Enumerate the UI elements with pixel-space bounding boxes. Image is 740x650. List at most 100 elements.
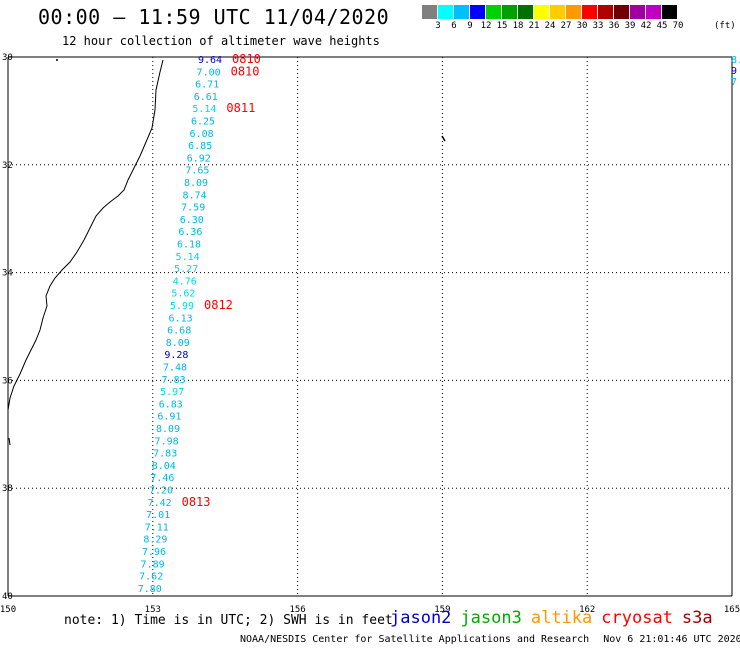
scale-swatch: [598, 5, 614, 19]
credit-line: NOAA/NESDIS Center for Satellite Applica…: [240, 634, 740, 645]
scale-swatch: [646, 5, 662, 19]
scale-tick-label: 21: [528, 21, 540, 31]
scale-swatch: [454, 5, 470, 19]
longitude-label: 165: [724, 605, 740, 615]
wave-height-value: 7.98: [155, 436, 179, 447]
credit-org: NOAA/NESDIS Center for Satellite Applica…: [240, 634, 590, 645]
wave-height-value: 7.83: [153, 449, 177, 460]
scale-tick-label: 18: [512, 21, 524, 31]
wave-height-value: 7.11: [145, 522, 169, 533]
scale-tick-label: 9: [467, 21, 473, 31]
lord-howe-island: [441, 135, 446, 142]
latitude-label: 34: [2, 269, 13, 279]
wave-height-value: 6.61: [194, 92, 218, 103]
note-text: note: 1) Time is in UTC; 2) SWH is in fe…: [64, 613, 393, 628]
wave-height-value: 6.85: [188, 141, 212, 152]
satellite-legend: jason2 jason3 altika cryosat s3a: [390, 608, 722, 628]
scale-tick-label: 15: [496, 21, 508, 31]
wave-height-value: 8.09: [184, 178, 208, 189]
track-time-label: 0813: [182, 495, 211, 509]
edge-wave-height-value: 8.: [731, 55, 740, 66]
wave-height-value: 7.83: [162, 375, 186, 386]
track-time-label: 0811: [226, 101, 255, 115]
wave-height-value: 4.76: [173, 276, 197, 287]
wave-height-value: 7.89: [141, 559, 165, 570]
wave-height-value: 6.36: [178, 227, 202, 238]
legend-s3a: s3a: [681, 608, 713, 628]
scale-swatch: [502, 5, 518, 19]
wave-height-value: 6.13: [169, 313, 193, 324]
longitude-label: 156: [289, 605, 305, 615]
wave-height-value: 6.71: [195, 80, 219, 91]
track-time-label: 0812: [204, 298, 233, 312]
scale-tick-label: 27: [560, 21, 572, 31]
scale-swatch: [518, 5, 534, 19]
wave-height-value: 8.74: [183, 190, 207, 201]
scale-tick-label: 42: [640, 21, 652, 31]
wave-height-value: 8.09: [156, 424, 180, 435]
latitude-label: 38: [2, 484, 13, 494]
track-time-label: 0810: [232, 52, 261, 66]
wave-height-value: 5.97: [160, 387, 184, 398]
wave-height-value: 6.92: [187, 153, 211, 164]
map-subtitle: 12 hour collection of altimeter wave hei…: [62, 34, 380, 48]
scale-tick-label: 6: [451, 21, 457, 31]
wave-height-value: 7.59: [181, 203, 205, 214]
longitude-label: 162: [579, 605, 595, 615]
latitude-label: 30: [2, 53, 13, 63]
wave-height-value: 6.83: [159, 399, 183, 410]
legend-altika: altika: [530, 608, 593, 628]
scale-tick-label: 36: [608, 21, 620, 31]
coast-island: [56, 59, 58, 61]
legend-jason3: jason3: [460, 608, 522, 628]
wave-height-value: 7.01: [146, 510, 170, 521]
wave-height-value: 9.28: [164, 350, 188, 361]
wave-height-value: 8.09: [166, 338, 190, 349]
scale-tick-label: 45: [656, 21, 668, 31]
wave-height-value: 7.80: [138, 584, 162, 595]
wave-height-value: 5.27: [174, 264, 198, 275]
wave-height-value: 7.00: [197, 67, 221, 78]
scale-swatch: [550, 5, 566, 19]
legend-cryosat: cryosat: [601, 608, 673, 628]
wave-height-value: 7.48: [163, 363, 187, 374]
scale-swatch: [614, 5, 630, 19]
scale-swatch: [422, 5, 438, 19]
scale-tick-label: 33: [592, 21, 604, 31]
wave-height-value: 7.42: [148, 498, 172, 509]
wave-height-value: 6.30: [180, 215, 204, 226]
scale-swatch: [438, 5, 454, 19]
latitude-label: 32: [2, 161, 13, 171]
wave-height-value: 7.46: [150, 473, 174, 484]
wave-height-value: 6.91: [157, 412, 181, 423]
legend-jason2: jason2: [390, 608, 452, 628]
wave-height-value: 5.14: [176, 252, 200, 263]
wave-height-value: 5.14: [192, 104, 216, 115]
scale-swatch: [566, 5, 582, 19]
wave-height-color-scale: [422, 5, 678, 19]
wave-height-value: 7.62: [139, 572, 163, 583]
coastline: [7, 59, 164, 411]
scale-swatch: [486, 5, 502, 19]
scale-tick-label: 39: [624, 21, 636, 31]
scale-swatch: [582, 5, 598, 19]
color-scale-unit: (ft): [714, 21, 736, 31]
scale-swatch: [534, 5, 550, 19]
wave-height-value: 8.04: [152, 461, 176, 472]
scale-swatch: [630, 5, 646, 19]
scale-tick-label: 30: [576, 21, 588, 31]
scale-swatch: [470, 5, 486, 19]
scale-swatch: [662, 5, 678, 19]
coast-fragment: [8, 437, 11, 446]
wave-height-value: 7.20: [149, 486, 173, 497]
wave-height-value: 6.25: [191, 117, 215, 128]
wave-height-value: 5.99: [170, 301, 194, 312]
wave-height-value: 6.18: [177, 240, 201, 251]
wave-height-value: 6.68: [167, 326, 191, 337]
scale-tick-label: 12: [480, 21, 492, 31]
scale-tick-label: 3: [435, 21, 441, 31]
longitude-label: 159: [434, 605, 450, 615]
wave-height-value: 7.65: [185, 166, 209, 177]
latitude-label: 36: [2, 376, 13, 386]
